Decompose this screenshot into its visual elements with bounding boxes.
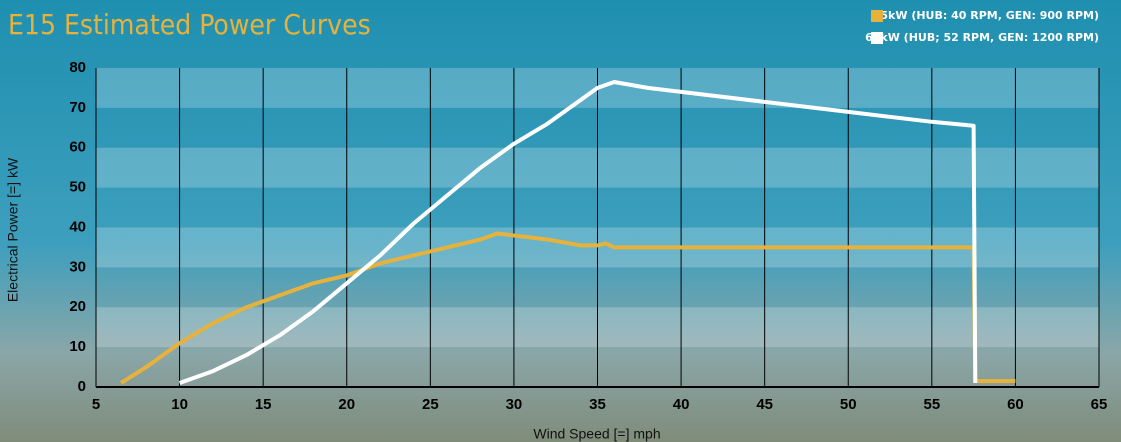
- x-tick-label: 55: [923, 396, 940, 413]
- x-tick-label: 45: [756, 396, 773, 413]
- x-tick-label: 30: [506, 396, 523, 413]
- legend-swatch: [871, 32, 883, 44]
- y-tick-label: 50: [69, 179, 86, 196]
- chart-title: E15 Estimated Power Curves: [8, 8, 371, 41]
- y-tick-label: 10: [69, 338, 86, 355]
- x-tick-label: 40: [673, 396, 690, 413]
- x-tick-label: 10: [171, 396, 188, 413]
- y-tick-label: 80: [69, 59, 86, 76]
- x-tick-label: 15: [255, 396, 272, 413]
- y-tick-label: 40: [69, 218, 86, 235]
- y-tick-label: 20: [69, 298, 86, 315]
- y-tick-label: 0: [78, 378, 86, 395]
- x-tick-label: 20: [338, 396, 355, 413]
- y-tick-label: 70: [69, 99, 86, 116]
- x-tick-label: 5: [92, 396, 100, 413]
- y-tick-label: 60: [69, 139, 86, 156]
- series-line: [120, 231, 1016, 385]
- x-tick-label: 60: [1007, 396, 1024, 413]
- legend-label: 65kW (HUB; 52 RPM, GEN: 1200 RPM): [865, 31, 1099, 44]
- x-tick-label: 65: [1091, 396, 1108, 413]
- y-axis-label: Electrical Power [=] kW: [5, 157, 21, 302]
- x-tick-label: 35: [589, 396, 606, 413]
- series-line: [178, 80, 978, 385]
- x-tick-label: 25: [422, 396, 439, 413]
- x-axis-label: Wind Speed [=] mph: [533, 426, 660, 442]
- legend-swatch: [871, 10, 883, 22]
- y-tick-label: 30: [69, 258, 86, 275]
- x-tick-label: 50: [840, 396, 857, 413]
- legend-label: 35kW (HUB: 40 RPM, GEN: 900 RPM): [873, 9, 1099, 22]
